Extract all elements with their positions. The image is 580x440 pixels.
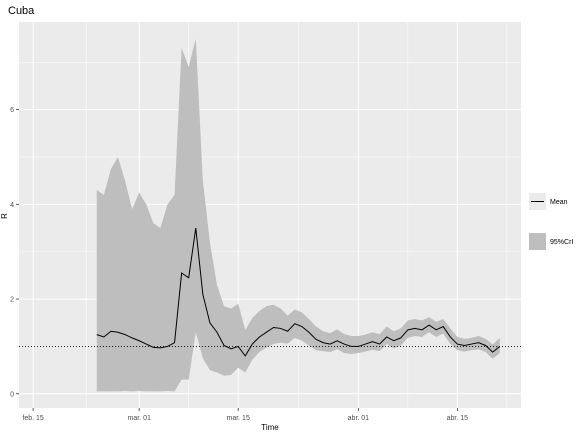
ci-layer xyxy=(96,38,500,392)
x-tick-label: abr. 01 xyxy=(348,415,370,422)
legend-mean-label: Mean xyxy=(550,199,568,206)
x-axis: feb. 15 mar. 01 mar. 15 abr. 01 abr. 15 xyxy=(22,408,468,422)
x-tick-label: feb. 15 xyxy=(22,415,44,422)
y-axis: 0 2 4 6 xyxy=(10,107,19,398)
x-tick-label: abr. 15 xyxy=(447,415,469,422)
legend: Mean 95%CrI xyxy=(529,193,573,250)
chart-title: Cuba xyxy=(8,5,35,17)
mean-layer xyxy=(96,227,501,357)
mean-line xyxy=(96,227,501,357)
y-tick-label: 6 xyxy=(10,107,14,114)
y-tick-label: 0 xyxy=(10,391,14,398)
y-tick-label: 4 xyxy=(10,202,14,209)
legend-ci-label: 95%CrI xyxy=(550,239,573,246)
plot-panel xyxy=(19,22,521,408)
y-axis-label: R xyxy=(0,213,9,219)
legend-ci-key xyxy=(529,233,546,250)
x-axis-label: Time xyxy=(261,423,279,432)
y-tick-label: 2 xyxy=(10,297,14,304)
ci-band xyxy=(96,38,500,392)
x-tick-label: mar. 15 xyxy=(227,415,250,422)
x-tick-label: mar. 01 xyxy=(128,415,151,422)
